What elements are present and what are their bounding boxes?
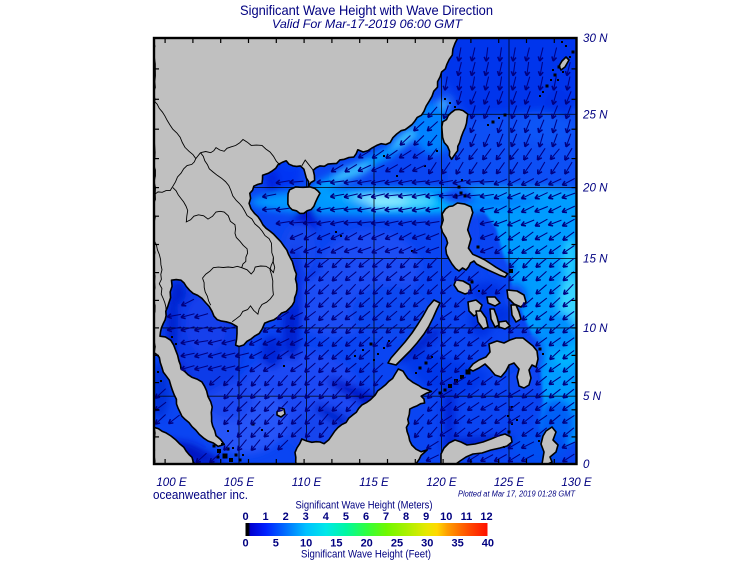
svg-text:35: 35 (451, 538, 463, 550)
svg-text:12: 12 (480, 511, 492, 523)
svg-text:8: 8 (403, 511, 409, 523)
svg-text:10 N: 10 N (583, 322, 608, 335)
svg-text:5: 5 (343, 511, 349, 523)
svg-text:6: 6 (363, 511, 369, 523)
svg-text:20: 20 (361, 538, 373, 550)
svg-text:oceanweather inc.: oceanweather inc. (153, 487, 248, 502)
svg-text:5: 5 (273, 538, 279, 550)
svg-text:115 E: 115 E (359, 476, 389, 489)
svg-text:5 N: 5 N (583, 390, 602, 403)
svg-text:30 N: 30 N (583, 32, 608, 45)
svg-text:1: 1 (263, 511, 269, 523)
svg-text:Significant Wave Height (Meter: Significant Wave Height (Meters) (296, 499, 433, 511)
svg-text:2: 2 (283, 511, 289, 523)
svg-text:15: 15 (330, 538, 342, 550)
svg-text:0: 0 (242, 538, 248, 550)
svg-text:9: 9 (423, 511, 429, 523)
svg-text:25: 25 (391, 538, 403, 550)
svg-text:7: 7 (383, 511, 389, 523)
svg-text:Plotted at Mar 17, 2019 01:28: Plotted at Mar 17, 2019 01:28 GMT (458, 490, 576, 499)
svg-text:Significant Wave Height (Feet): Significant Wave Height (Feet) (301, 549, 431, 561)
svg-text:4: 4 (323, 511, 330, 523)
svg-text:120 E: 120 E (426, 476, 457, 489)
svg-text:0: 0 (583, 458, 590, 471)
svg-text:20 N: 20 N (582, 182, 608, 195)
svg-text:3: 3 (303, 511, 309, 523)
svg-text:40: 40 (482, 538, 494, 550)
svg-text:130 E: 130 E (561, 476, 592, 489)
svg-text:105 E: 105 E (224, 476, 255, 489)
svg-text:10: 10 (440, 511, 452, 523)
svg-text:30: 30 (421, 538, 433, 550)
svg-text:125 E: 125 E (494, 476, 525, 489)
svg-text:15 N: 15 N (583, 253, 608, 266)
svg-text:Valid For Mar-17-2019 06:00 GM: Valid For Mar-17-2019 06:00 GMT (272, 17, 463, 31)
svg-text:110 E: 110 E (292, 476, 322, 489)
svg-text:25 N: 25 N (582, 108, 608, 121)
svg-text:0: 0 (242, 511, 248, 523)
svg-text:100 E: 100 E (156, 476, 187, 489)
svg-text:Significant Wave Height with W: Significant Wave Height with Wave Direct… (240, 2, 493, 18)
svg-text:10: 10 (300, 538, 312, 550)
svg-text:11: 11 (461, 511, 473, 523)
